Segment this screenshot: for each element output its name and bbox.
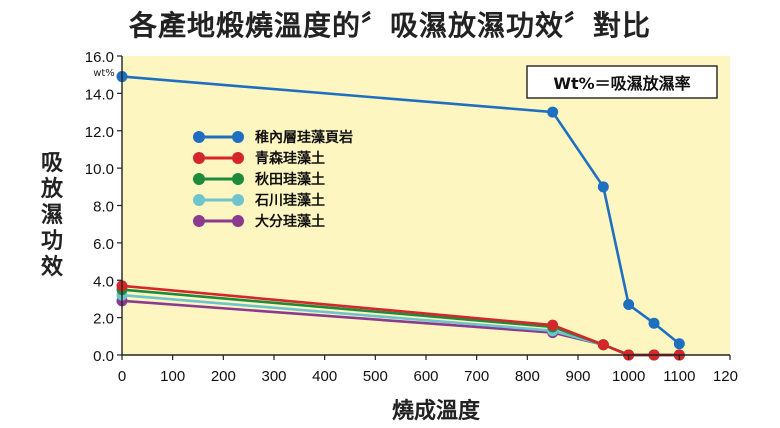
x-tick-label: 500 [363,368,388,385]
x-tick-label: 700 [464,368,489,385]
legend-entry: 石川珪藻土 [254,192,325,209]
legend-swatch-marker [193,131,205,143]
legend-swatch-marker [193,152,205,164]
y-tick-label: 8.0 [93,199,114,216]
x-tick-label: 600 [413,368,438,385]
legend-entry: 稚內層珪藻頁岩 [255,129,353,146]
legend-swatch-marker [232,131,244,143]
x-tick-label: 300 [261,368,286,385]
axis-layer: 0.0 2.0 4.0 6.0 8.0 10.0 12.0 14.0 16.0 0 100 200 30… [85,49,738,385]
legend-entry: 青森珪藻土 [255,150,325,167]
legend-swatch-marker [193,215,205,227]
y-tick-label: 6.0 [93,236,114,253]
data-point [597,181,609,193]
y-tick-label: 0.0 [93,348,114,365]
y-axis-title: 吸放濕功效 [40,151,64,280]
note-text: Wt%＝吸濕放濕率 [553,74,690,93]
data-point [623,299,635,311]
y-unit-label: wt% [93,68,115,79]
note-box-frame [526,65,718,99]
y-tick-label: 14.0 [85,86,114,103]
data-point [547,319,559,331]
data-point [648,317,660,329]
note-box: Wt%＝吸濕放濕率 [526,65,718,99]
x-tick-label: 800 [515,368,540,385]
y-tick-label: 12.0 [85,124,114,141]
x-tick-label: 1000 [612,368,645,385]
x-tick-label: 100 [160,368,185,385]
x-tick-label: 1100 [663,368,695,385]
y-tick-label: 10.0 [85,161,114,178]
x-tick-label: 0 [118,368,126,385]
legend-swatch-marker [232,194,244,206]
legend-entry: 秋田珪藻土 [255,171,325,188]
x-tick-label: 400 [312,368,337,385]
legend-entry: 大分珪藻土 [255,213,325,230]
y-tick-label: 4.0 [93,273,114,290]
legend-swatch-marker [232,173,244,185]
x-tick-label: 120 [713,368,738,385]
legend-swatch-marker [232,215,244,227]
x-axis-title: 燒成溫度 [392,398,481,424]
legend-swatch-marker [193,173,205,185]
legend-swatch-marker [232,152,244,164]
data-point [673,338,685,350]
y-tick-label: 2.0 [93,311,114,328]
chart-title: 各產地煅燒溫度的〞吸濕放濕功效〞對比 [128,9,651,42]
legend-swatch-marker [193,194,205,206]
x-tick-label: 900 [565,368,590,385]
x-tick-label: 200 [211,368,236,385]
data-point [597,339,609,351]
data-point [547,106,559,118]
y-tick-label: 16.0 [85,49,114,66]
